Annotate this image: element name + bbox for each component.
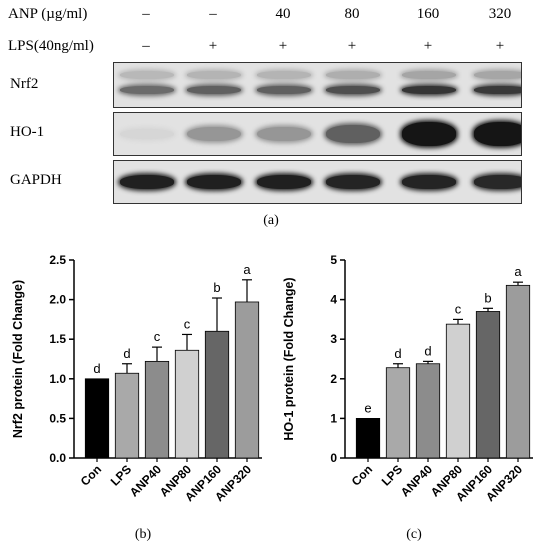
anp-value-2: – — [209, 6, 217, 22]
anp-value-4: 80 — [344, 6, 360, 22]
significance-label: d — [394, 346, 401, 361]
blot-band — [402, 71, 456, 80]
blot-band — [187, 126, 241, 142]
x-tick-label: ANP40 — [398, 462, 435, 499]
blot-band — [474, 71, 521, 80]
significance-label: d — [123, 346, 130, 361]
caption-c: (c) — [406, 527, 422, 542]
blot-band — [257, 71, 311, 80]
bar — [204, 330, 230, 459]
anp-value-3: 40 — [275, 6, 291, 22]
x-tick-label: Con — [78, 462, 104, 488]
blot-band — [120, 128, 174, 140]
y-tick-label: 3 — [330, 332, 337, 346]
significance-label: e — [364, 400, 371, 415]
x-tick-label: Con — [349, 462, 375, 488]
significance-label: c — [154, 329, 161, 344]
x-tick-label: ANP40 — [127, 462, 164, 499]
y-tick-label: 4 — [330, 293, 337, 307]
lps-value-6: + — [495, 38, 505, 54]
lps-row-label: LPS(40ng/ml) — [8, 38, 94, 54]
significance-label: d — [93, 361, 100, 376]
significance-label: a — [243, 262, 251, 277]
blot-band — [257, 175, 311, 189]
bar — [144, 360, 170, 459]
bar — [84, 378, 110, 459]
blot-nrf2 — [113, 62, 522, 108]
blot-band — [326, 175, 380, 189]
significance-label: b — [213, 280, 220, 295]
y-tick-label: 2 — [330, 372, 337, 386]
chart-ho1: 0 1 2 3 4 5 HO-1 protein (Fold Change) e Con d LPS… — [282, 253, 533, 504]
anp-value-5: 160 — [416, 6, 440, 22]
blot-band — [187, 71, 241, 80]
chart-nrf2: 0.0 0.5 1.0 1.5 2.0 2.5 Nrf2 protein (Fold Cha… — [11, 253, 262, 504]
bar — [415, 363, 441, 459]
bar — [505, 284, 531, 459]
significance-label: a — [514, 264, 522, 279]
bar — [355, 417, 381, 459]
blot-band — [326, 86, 380, 95]
blot-band — [402, 122, 456, 146]
y-tick-label: 2.0 — [49, 293, 66, 307]
lps-value-2: + — [208, 38, 218, 54]
blot-label-gapdh: GAPDH — [10, 172, 62, 188]
lps-value-1: – — [142, 38, 150, 54]
bar — [475, 311, 501, 459]
caption-b: (b) — [134, 527, 152, 542]
lps-value-5: + — [423, 38, 433, 54]
blot-band — [120, 71, 174, 80]
bar — [445, 323, 471, 459]
significance-label: d — [424, 343, 431, 358]
bar — [234, 301, 260, 459]
blot-band — [120, 175, 174, 189]
anp-value-6: 320 — [488, 6, 512, 22]
blot-band — [257, 126, 311, 142]
blot-label-ho1: HO-1 — [10, 124, 45, 140]
y-tick-label: 0.5 — [49, 411, 66, 425]
y-tick-label: 0.0 — [49, 451, 66, 465]
blot-band — [120, 86, 174, 95]
blot-gapdh — [113, 160, 522, 204]
anp-value-1: – — [142, 6, 150, 22]
lps-value-3: + — [278, 38, 288, 54]
significance-label: c — [184, 316, 191, 331]
y-tick-label: 1 — [330, 411, 337, 425]
lps-value-4: + — [347, 38, 357, 54]
blot-band — [402, 175, 456, 189]
blot-band — [402, 86, 456, 95]
blot-band — [474, 175, 521, 189]
significance-label: c — [455, 301, 462, 316]
bar — [385, 367, 411, 459]
blot-band — [187, 175, 241, 189]
blot-band — [187, 86, 241, 95]
caption-a: (a) — [263, 213, 279, 228]
blot-band — [326, 71, 380, 80]
bar — [174, 349, 200, 459]
y-tick-label: 0 — [330, 451, 337, 465]
anp-row-label: ANP (µg/ml) — [8, 6, 88, 22]
x-tick-label: LPS — [379, 462, 405, 488]
x-tick-label: LPS — [108, 462, 134, 488]
blot-band — [474, 86, 521, 95]
bar — [114, 372, 140, 459]
blot-band — [326, 124, 380, 144]
blot-band — [474, 122, 521, 146]
y-axis-label: HO-1 protein (Fold Change) — [282, 277, 296, 440]
blot-ho1 — [113, 112, 522, 156]
blot-band — [257, 86, 311, 95]
y-tick-label: 1.5 — [49, 332, 66, 346]
y-tick-label: 2.5 — [49, 253, 66, 267]
y-axis-label: Nrf2 protein (Fold Change) — [11, 280, 25, 438]
significance-label: b — [484, 290, 491, 305]
y-tick-label: 5 — [330, 253, 337, 267]
y-tick-label: 1.0 — [49, 372, 66, 386]
blot-label-nrf2: Nrf2 — [10, 76, 39, 92]
